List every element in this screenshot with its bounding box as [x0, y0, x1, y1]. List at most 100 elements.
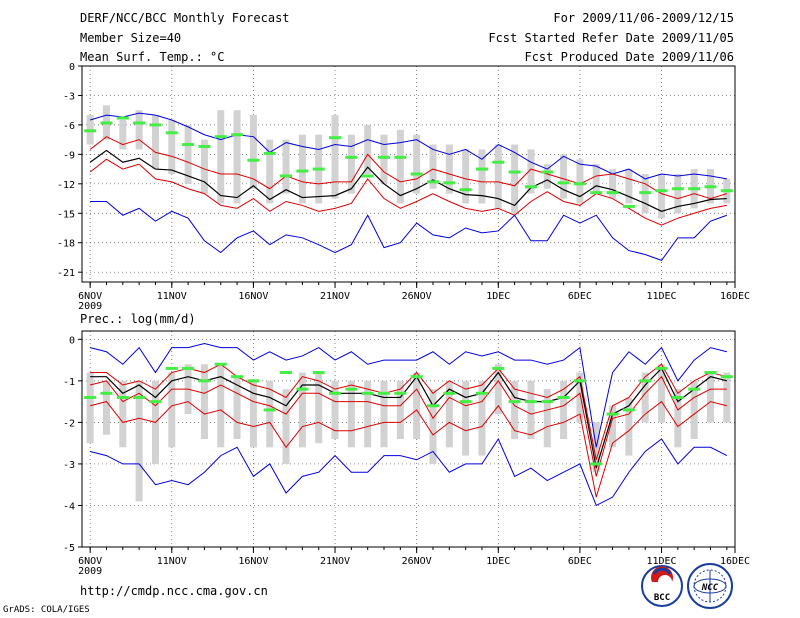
member-size: Member Size=40 — [80, 31, 181, 45]
observation-marker — [671, 187, 684, 191]
observation-marker — [410, 375, 423, 379]
temperature-panel: 0 -3 -6 -9 -12 -15 -18 -21 6NOV 11NOV 16NOV 21NOV 26… — [57, 62, 750, 312]
spread-bar — [690, 380, 698, 439]
observation-marker — [329, 136, 342, 140]
grads-credit: GrADS: COLA/IGES — [3, 605, 90, 615]
series-line-ensemble-lower-band — [90, 400, 727, 498]
x-tick-label: 26NOV — [402, 291, 432, 302]
observation-marker — [312, 167, 325, 171]
observation-marker — [133, 121, 146, 125]
series-line-ensemble-lower — [90, 375, 727, 477]
spread-bar — [217, 110, 225, 204]
x-tick-label: 26NOV — [402, 556, 432, 567]
y-tick-label: -4 — [63, 501, 75, 512]
observation-marker — [263, 408, 276, 412]
observation-marker — [622, 408, 635, 412]
x-tick-label: 16NOV — [238, 556, 268, 567]
observation-marker — [394, 155, 407, 159]
observation-marker — [84, 129, 97, 133]
x-tick-label: 1DEC — [486, 556, 510, 567]
observation-marker — [508, 400, 521, 404]
spread-bar — [315, 372, 323, 444]
observation-marker — [214, 135, 227, 139]
spread-bar — [560, 380, 568, 439]
observation-marker — [426, 180, 439, 184]
x-tick-label: 6DEC — [568, 556, 592, 567]
observation-marker — [573, 182, 586, 186]
spread-bar — [168, 120, 176, 174]
observation-marker — [214, 362, 227, 366]
observation-marker — [280, 371, 293, 375]
x-tick-label: 21NOV — [320, 291, 350, 302]
plot-frame — [81, 65, 736, 283]
x-tick-label: 6DEC — [568, 291, 592, 302]
ncc-logo: NCC — [687, 563, 733, 609]
spread-bar — [592, 164, 600, 194]
observation-marker — [639, 191, 652, 195]
spread-bar — [723, 372, 731, 423]
observation-marker — [410, 172, 423, 176]
observation-marker — [459, 188, 472, 192]
spread-bar — [249, 380, 257, 448]
precip-title: Prec.: log(mm/d) — [80, 312, 196, 326]
y-tick-label: -2 — [63, 418, 75, 429]
observation-marker — [296, 169, 309, 173]
x-tick-label: 6NOV — [78, 291, 102, 302]
spread-bar — [119, 380, 127, 448]
spread-bar — [331, 115, 339, 199]
x-tick-label: 21NOV — [320, 556, 350, 567]
spread-bar — [380, 134, 388, 184]
observation-marker — [541, 400, 554, 404]
spread-bar — [494, 364, 502, 415]
observation-marker — [655, 366, 668, 370]
spread-bar — [380, 380, 388, 448]
y-tick-label: -6 — [63, 121, 75, 132]
observation-marker — [508, 170, 521, 174]
observation-marker — [622, 204, 635, 208]
spread-bar — [135, 380, 143, 502]
observation-marker — [231, 133, 244, 137]
spread-bar — [429, 389, 437, 464]
observation-marker — [606, 412, 619, 416]
observation-marker — [573, 379, 586, 383]
observation-marker — [557, 181, 570, 185]
spread-bar — [168, 372, 176, 448]
y-tick-label: -1 — [63, 377, 75, 388]
spread-bar — [462, 380, 470, 456]
spread-bar — [527, 149, 535, 194]
observation-marker — [671, 395, 684, 399]
spread-bar — [347, 380, 355, 448]
spread-bar — [543, 389, 551, 448]
x-tick-label: 11DEC — [646, 291, 676, 302]
observation-marker — [100, 391, 113, 395]
observation-marker — [345, 387, 358, 391]
observation-marker — [590, 462, 603, 466]
y-tick-label: -15 — [57, 209, 75, 220]
y-tick-label: 0 — [69, 335, 75, 346]
spread-bar — [576, 372, 584, 423]
observation-marker — [378, 155, 391, 159]
series-line-ensemble-mean — [89, 149, 727, 212]
observation-marker — [720, 375, 733, 379]
spread-bar — [511, 144, 519, 214]
observation-marker — [639, 379, 652, 383]
spread-bar — [135, 110, 143, 150]
series-line-ensemble-max — [90, 112, 727, 180]
forecast-period: For 2009/11/06-2009/12/15 — [553, 11, 734, 25]
observation-marker — [557, 395, 570, 399]
spread-bar — [249, 115, 257, 189]
x-tick-label: 6NOV — [78, 556, 102, 567]
x-tick-label: 11NOV — [157, 556, 187, 567]
spread-bar — [266, 380, 274, 448]
series-line-ensemble-upper — [89, 136, 727, 200]
x-tick-label: 16NOV — [238, 291, 268, 302]
x-year-label: 2009 — [78, 301, 102, 312]
observation-marker — [492, 366, 505, 370]
spread-bar — [396, 380, 404, 439]
observation-marker — [443, 181, 456, 185]
fcst-produced: Fcst Produced Date 2009/11/06 — [524, 50, 734, 64]
observation-marker — [361, 391, 374, 395]
spread-bar — [233, 110, 241, 204]
